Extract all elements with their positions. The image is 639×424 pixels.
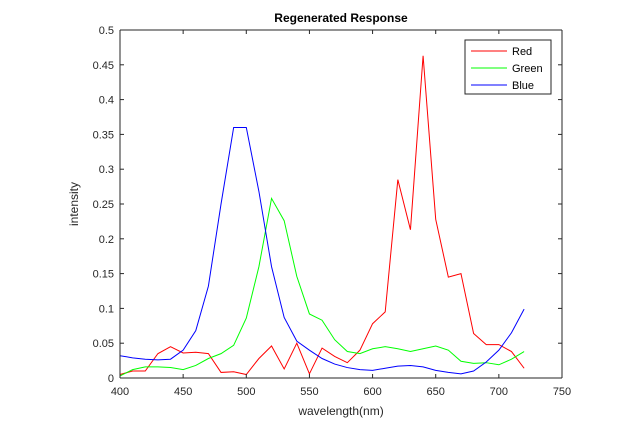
- x-tick-label: 500: [237, 386, 255, 398]
- y-tick-label: 0.3: [99, 164, 114, 176]
- series-layer: [119, 55, 525, 377]
- y-tick-label: 0.15: [93, 269, 114, 281]
- series-line-red: [119, 55, 525, 376]
- y-axis-label: intensity: [67, 182, 81, 226]
- plot-area: 400 450 500 550 600 650 700 750 0 0.05 0.1 0.15 0.2 0…: [93, 25, 572, 398]
- x-tick-label: 550: [300, 386, 318, 398]
- legend-label-blue: Blue: [512, 80, 534, 92]
- y-tick-label: 0.5: [99, 25, 114, 37]
- x-tick-label: 750: [553, 386, 571, 398]
- x-tick-label: 400: [111, 386, 129, 398]
- x-tick-label: 650: [427, 386, 445, 398]
- chart-title: Regenerated Response: [274, 11, 408, 25]
- legend-label-green: Green: [512, 63, 543, 75]
- y-tick-label: 0.25: [93, 199, 114, 211]
- axes-layer: 400 450 500 550 600 650 700 750 0 0.05 0.1 0.15 0.2 0…: [93, 25, 572, 398]
- x-tick-label: 600: [363, 386, 381, 398]
- x-axis-label: wavelength(nm): [297, 404, 383, 418]
- y-tick-label: 0.1: [99, 303, 114, 315]
- legend: Red Green Blue: [464, 39, 552, 95]
- y-tick-label: 0.05: [93, 338, 114, 350]
- y-tick-label: 0.4: [99, 95, 114, 107]
- x-tick-label: 700: [490, 386, 508, 398]
- legend-label-red: Red: [512, 46, 532, 58]
- series-line-green: [119, 196, 525, 377]
- y-tick-label: 0.35: [93, 129, 114, 141]
- x-tick-label: 450: [174, 386, 192, 398]
- series-line-blue: [119, 126, 525, 375]
- y-tick-label: 0.2: [99, 234, 114, 246]
- y-tick-label: 0.45: [93, 60, 114, 72]
- y-tick-label: 0: [108, 373, 114, 385]
